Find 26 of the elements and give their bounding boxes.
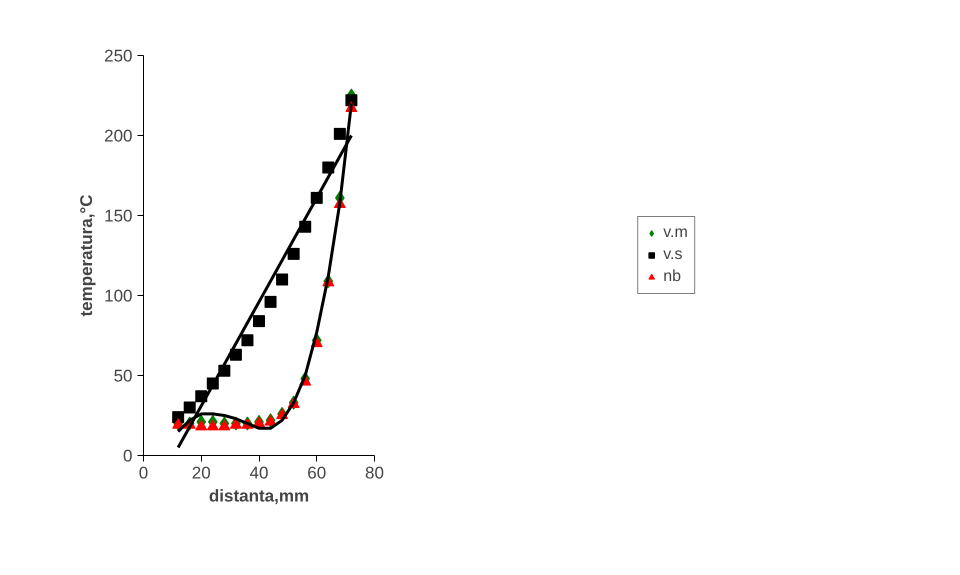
legend-label: v.s [663, 246, 684, 264]
x-tick-label: 0 [138, 464, 148, 482]
y-axis-title: temperatura,°C [77, 194, 96, 317]
y-tick-label: 50 [114, 366, 133, 386]
y-tick-label: 250 [104, 46, 133, 66]
point [184, 402, 196, 414]
x-tick-label: 60 [307, 464, 326, 482]
x-tick-label: 20 [192, 464, 211, 482]
point [195, 420, 208, 430]
x-axis-title: distanta,mm [208, 486, 310, 506]
point [206, 420, 219, 430]
x-tick-label: 40 [250, 464, 268, 482]
point [264, 296, 277, 308]
point [334, 128, 346, 140]
legend-label: nb [663, 268, 682, 286]
point [288, 248, 300, 260]
y-tick-label: 200 [104, 126, 133, 146]
point [218, 420, 230, 430]
legend-label: v.m [663, 224, 688, 242]
point [241, 334, 254, 346]
y-tick-label: 100 [104, 286, 133, 306]
x-tick-label: 80 [365, 464, 384, 482]
point [276, 274, 288, 286]
point [253, 315, 265, 328]
y-tick-label: 150 [104, 206, 133, 226]
y-tick-label: 0 [123, 446, 133, 466]
